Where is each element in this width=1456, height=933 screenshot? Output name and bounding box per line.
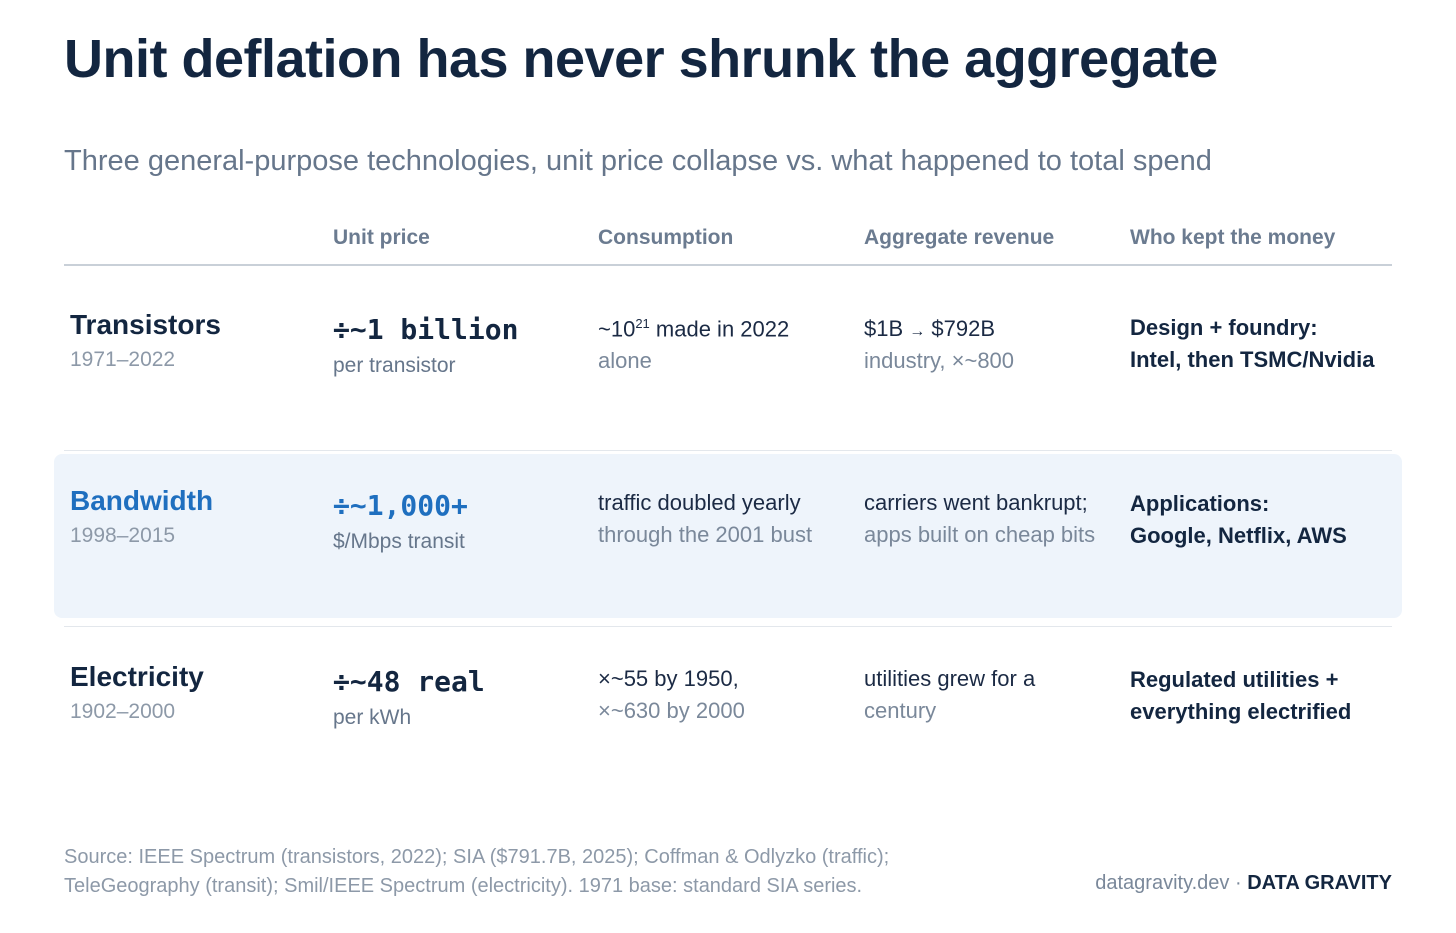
- revenue-line-2: industry, ×~800: [864, 348, 1015, 373]
- row-years: 1902–2000: [70, 700, 176, 723]
- consumption-line-1: ×~55 by 1950,: [598, 666, 739, 691]
- row-divider: [64, 450, 1392, 451]
- source-note: Source: IEEE Spectrum (transistors, 2022…: [64, 843, 889, 901]
- unit-price-value: ÷~48 real: [333, 665, 485, 698]
- revenue-line-2: century: [864, 698, 937, 723]
- consumption-line-2: through the 2001 bust: [598, 522, 813, 547]
- consumption-line-1: traffic doubled yearly: [598, 490, 801, 515]
- revenue-line-1: $1B → $792B: [864, 316, 996, 341]
- table-row-transistors: Transistors 1971–2022 ÷~1 billion per tr…: [64, 276, 1392, 448]
- page-title: Unit deflation has never shrunk the aggr…: [64, 29, 1218, 89]
- who-kept-line-1: Design + foundry:: [1130, 315, 1318, 340]
- row-years: 1971–2022: [70, 348, 176, 371]
- who-kept-line-2: Google, Netflix, AWS: [1130, 523, 1347, 548]
- separator-dot: ·: [1234, 872, 1242, 894]
- site-url: datagravity.dev: [1095, 872, 1230, 894]
- unit-price-unit: per kWh: [333, 706, 412, 729]
- row-name: Transistors: [70, 309, 221, 340]
- unit-price-unit: $/Mbps transit: [333, 530, 465, 553]
- revenue-line-2: apps built on cheap bits: [864, 522, 1096, 547]
- unit-price-value: ÷~1,000+: [333, 489, 468, 522]
- column-header-aggregate-revenue: Aggregate revenue: [864, 226, 1055, 249]
- unit-price-unit: per transistor: [333, 354, 456, 377]
- arrow-right-icon: →: [909, 323, 926, 340]
- who-kept-line-1: Applications:: [1130, 491, 1270, 516]
- row-name: Electricity: [70, 661, 204, 692]
- row-years: 1998–2015: [70, 524, 176, 547]
- consumption-line-2: alone: [598, 348, 652, 373]
- who-kept-line-2: Intel, then TSMC/Nvidia: [1130, 347, 1375, 372]
- consumption-line-1: ~1021 made in 2022: [598, 316, 790, 342]
- table-header: Unit price Consumption Aggregate revenue…: [64, 226, 1392, 266]
- row-name: Bandwidth: [70, 485, 214, 516]
- who-kept-line-1: Regulated utilities +: [1130, 667, 1339, 692]
- revenue-line-1: carriers went bankrupt;: [864, 490, 1088, 515]
- revenue-line-1: utilities grew for a: [864, 666, 1036, 691]
- who-kept-line-2: everything electrified: [1130, 699, 1352, 724]
- unit-price-value: ÷~1 billion: [333, 313, 519, 346]
- page-subtitle: Three general-purpose technologies, unit…: [64, 145, 1212, 177]
- table-row-bandwidth: Bandwidth 1998–2015 ÷~1,000+ $/Mbps tran…: [54, 454, 1402, 618]
- table-row-electricity: Electricity 1902–2000 ÷~48 real per kWh …: [64, 630, 1392, 800]
- brand-credit: datagravity.dev · DATA GRAVITY: [1095, 872, 1392, 895]
- column-header-unit-price: Unit price: [333, 226, 430, 249]
- row-divider: [64, 626, 1392, 627]
- column-header-who-kept-money: Who kept the money: [1130, 226, 1336, 249]
- consumption-line-2: ×~630 by 2000: [598, 698, 745, 723]
- source-line-2: TeleGeography (transit); Smil/IEEE Spect…: [64, 875, 863, 897]
- source-line-1: Source: IEEE Spectrum (transistors, 2022…: [64, 846, 890, 868]
- column-header-consumption: Consumption: [598, 226, 734, 249]
- brand-name: DATA GRAVITY: [1247, 872, 1392, 894]
